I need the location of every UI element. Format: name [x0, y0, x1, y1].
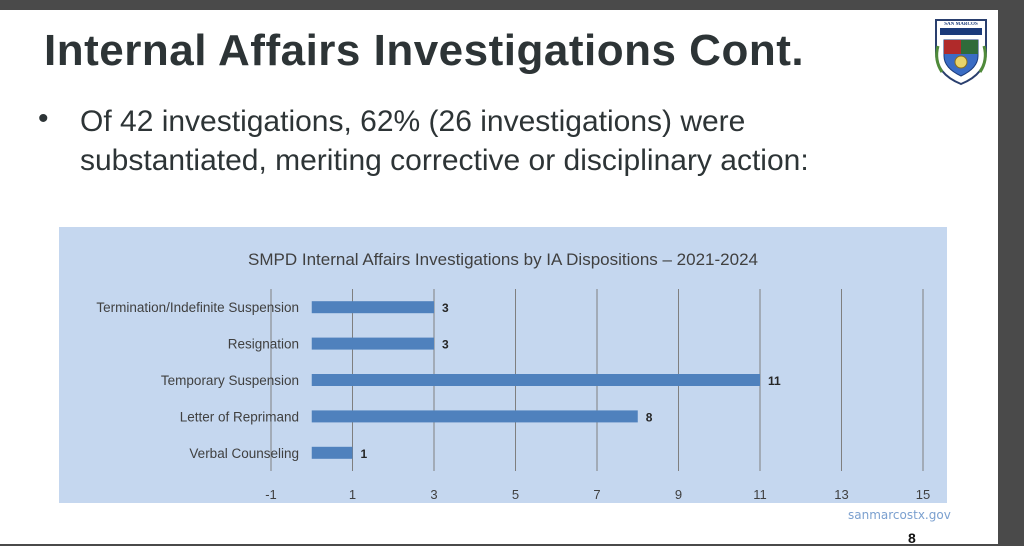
x-tick-label: 7 [593, 487, 600, 502]
bullet-text: Of 42 investigations, 62% (26 investigat… [80, 105, 809, 177]
data-label: 11 [768, 374, 781, 388]
category-label: Letter of Reprimand [180, 409, 299, 424]
data-label: 1 [361, 447, 368, 461]
x-tick-label: 5 [512, 487, 519, 502]
category-label: Resignation [228, 337, 299, 352]
slide-title: Internal Affairs Investigations Cont. [44, 26, 805, 75]
bar [311, 374, 760, 386]
x-tick-label: 15 [916, 487, 930, 502]
x-tick-label: 3 [430, 487, 437, 502]
slide: Internal Affairs Investigations Cont. SA… [0, 10, 998, 546]
city-seal-logo: SAN MARCOS [932, 16, 990, 86]
bar [311, 446, 353, 459]
data-label: 3 [442, 301, 449, 315]
x-tick-label: 1 [349, 487, 356, 502]
bar [311, 410, 638, 423]
shield-icon [935, 19, 987, 86]
footer-url[interactable]: sanmarcostx.gov [848, 508, 951, 522]
category-label: Temporary Suspension [161, 373, 299, 388]
x-tick-label: 13 [834, 487, 848, 502]
data-label: 8 [646, 410, 653, 424]
bar [311, 337, 434, 350]
x-tick-label: 11 [753, 487, 767, 502]
bar [311, 301, 434, 314]
category-label: Termination/Indefinite Suspension [96, 300, 299, 315]
category-label: Verbal Counseling [189, 446, 299, 461]
page-number: 8 [908, 530, 916, 546]
bullet-icon: • [38, 102, 49, 135]
bar-chart: SMPD Internal Affairs Investigations by … [96, 250, 930, 502]
x-tick-label: -1 [265, 487, 277, 502]
data-label: 3 [442, 338, 449, 352]
chart-title: SMPD Internal Affairs Investigations by … [248, 250, 758, 269]
x-tick-label: 9 [675, 487, 682, 502]
logo-text: SAN MARCOS [944, 22, 978, 27]
chart-panel: SMPD Internal Affairs Investigations by … [59, 227, 947, 503]
